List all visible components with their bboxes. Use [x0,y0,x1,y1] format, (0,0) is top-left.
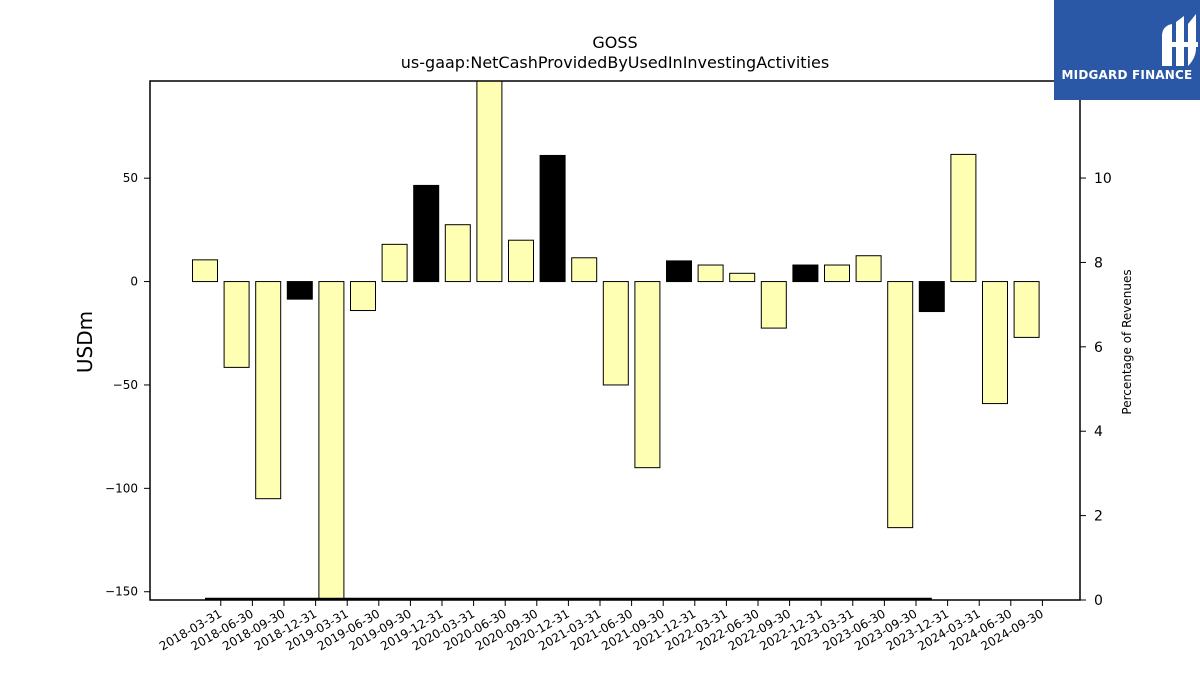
midgard-monogram-icon [1162,14,1198,66]
chart-title: GOSS [592,33,637,52]
plot-frame [149,80,1081,601]
y2-tick-label: 6 [1094,340,1103,356]
bar-2023-03-31 [824,264,850,283]
bar-2020-06-30 [476,80,503,283]
bar-2021-12-31 [666,260,692,283]
bar-2022-09-30 [760,281,787,329]
y2-tick-label: 0 [1094,593,1103,609]
bar-2020-12-31 [539,154,566,283]
y-tick-label: 50 [123,171,138,185]
bar-2024-03-31 [950,153,977,283]
y-tick-label: −150 [105,585,138,599]
bar-series [192,80,1040,601]
y-axis-label: USDm [73,311,97,373]
bar-2018-12-31 [286,281,313,300]
bar-2018-06-30 [223,281,250,368]
y2-tick-label: 4 [1094,424,1103,440]
bar-2019-06-30 [350,281,376,312]
bar-2018-03-31 [192,259,218,283]
bar-2021-03-31 [571,257,598,283]
y2-axis-label: Percentage of Revenues [1120,269,1134,414]
bar-2023-09-30 [887,281,914,529]
bar-2022-12-31 [792,264,819,283]
y2-tick-label: 10 [1094,171,1112,187]
bar-2023-06-30 [855,255,882,283]
bar-2020-09-30 [508,239,534,283]
bar-2020-03-31 [444,224,471,283]
y2-tick-label: 8 [1094,255,1103,271]
bar-2024-06-30 [982,281,1008,405]
bar-2022-06-30 [729,272,756,283]
bar-2021-06-30 [602,281,629,386]
bar-2018-09-30 [255,281,282,500]
bar-2021-09-30 [634,281,661,469]
bar-2019-03-31 [318,281,345,601]
bar-2022-03-31 [697,264,724,283]
y-tick-label: −100 [105,481,138,495]
y2-tick-label: 2 [1094,509,1103,525]
bar-2019-09-30 [381,243,408,283]
bar-2023-12-31 [918,281,945,313]
y-tick-label: −50 [113,378,138,392]
y-tick-label: 0 [130,275,138,289]
bar-2019-12-31 [413,184,440,283]
brand-logo: MIDGARD FINANCE [1054,0,1200,100]
brand-name: MIDGARD FINANCE [1061,68,1193,82]
chart-subtitle: us-gaap:NetCashProvidedByUsedInInvesting… [401,53,829,72]
bar-2024-09-30 [1013,281,1040,338]
